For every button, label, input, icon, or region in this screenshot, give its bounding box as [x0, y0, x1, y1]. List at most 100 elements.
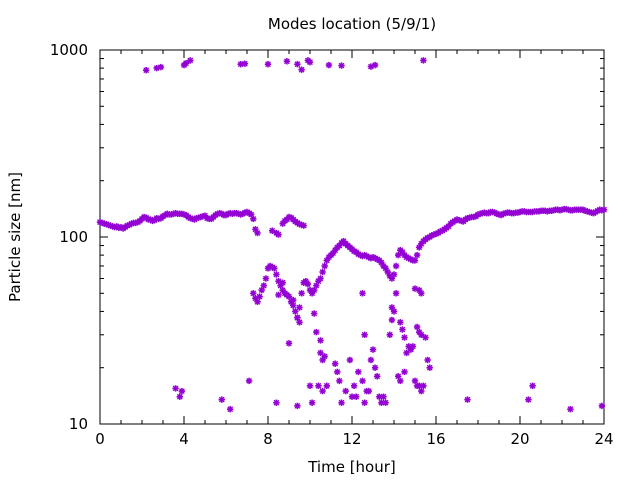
data-point [178, 387, 186, 395]
data-point [420, 382, 427, 389]
data-point [306, 382, 314, 389]
data-point [294, 402, 301, 410]
data-point [264, 60, 272, 68]
data-point [346, 356, 354, 364]
data-point [290, 302, 297, 309]
data-point [262, 275, 270, 282]
x-axis: 0 4 8 12 16 20 24 [95, 50, 614, 448]
data-point [361, 399, 368, 406]
data-point [317, 337, 324, 344]
data-point [334, 368, 341, 376]
data-point [401, 334, 408, 341]
data-point [359, 377, 366, 385]
data-point [298, 290, 305, 297]
y-tick-label: 1000 [50, 41, 88, 59]
data-point [313, 328, 320, 336]
y-tick-label: 100 [59, 228, 88, 246]
data-point [256, 293, 263, 300]
data-point [260, 282, 267, 289]
data-point [374, 373, 381, 380]
data-point [321, 262, 328, 270]
data-point [311, 310, 318, 317]
data-point [254, 298, 261, 305]
data-point [392, 262, 400, 270]
data-point [218, 396, 226, 403]
data-point [241, 60, 249, 67]
data-point [411, 257, 419, 264]
data-point [390, 271, 398, 278]
data-point [325, 61, 333, 69]
data-point [172, 385, 179, 392]
data-point [395, 251, 402, 259]
data-point [300, 222, 307, 229]
data-point [317, 349, 324, 357]
data-point [294, 60, 301, 68]
data-point [418, 290, 425, 297]
data-point [361, 331, 368, 338]
data-point [275, 291, 282, 299]
data-point [409, 343, 417, 350]
data-point [275, 231, 282, 238]
data-point [399, 326, 406, 333]
data-point [367, 356, 375, 364]
data-point [308, 399, 316, 406]
data-point [298, 66, 305, 73]
y-tick-label: 10 [69, 415, 88, 433]
data-point [386, 331, 393, 338]
data-point [413, 323, 421, 331]
data-point [285, 340, 293, 347]
data-point [317, 275, 324, 282]
data-point [306, 59, 314, 66]
data-point [226, 406, 234, 413]
x-axis-label: Time [hour] [307, 458, 396, 476]
data-point [464, 396, 471, 403]
data-point [292, 308, 299, 315]
data-point [388, 304, 396, 311]
data-point [567, 406, 574, 413]
data-point [279, 279, 286, 286]
data-points [96, 57, 608, 413]
data-point [319, 387, 326, 395]
data-point [350, 382, 358, 389]
x-tick-label: 4 [179, 430, 189, 448]
data-point [598, 402, 606, 410]
data-point [304, 280, 312, 288]
data-point [420, 57, 427, 64]
x-tick-label: 16 [426, 430, 445, 448]
data-point [250, 215, 257, 223]
data-point [342, 387, 349, 395]
data-point [369, 346, 377, 353]
data-point [365, 387, 372, 395]
data-point [401, 368, 408, 376]
data-point [323, 382, 330, 389]
data-point [424, 356, 431, 364]
data-point [176, 393, 184, 400]
data-point [187, 57, 194, 64]
data-point [371, 61, 379, 69]
data-point [380, 393, 387, 400]
data-point [157, 63, 165, 71]
data-point [422, 334, 429, 341]
data-point [418, 331, 425, 338]
data-point [290, 296, 297, 304]
data-point [600, 206, 608, 213]
data-point [397, 377, 404, 385]
data-point [142, 66, 150, 74]
data-point [182, 60, 190, 67]
x-tick-label: 8 [263, 430, 273, 448]
data-point [382, 399, 389, 406]
data-point [359, 290, 366, 297]
x-tick-label: 12 [342, 430, 361, 448]
data-point [245, 377, 253, 385]
data-point [271, 265, 278, 272]
x-tick-label: 0 [95, 430, 105, 448]
data-point [529, 382, 536, 389]
plot-area [99, 49, 605, 425]
x-tick-label: 24 [594, 430, 613, 448]
data-point [413, 251, 421, 259]
data-point [371, 364, 379, 371]
data-point [392, 290, 400, 297]
data-point [283, 58, 291, 65]
plot-frame [99, 49, 605, 425]
data-point [397, 319, 404, 326]
